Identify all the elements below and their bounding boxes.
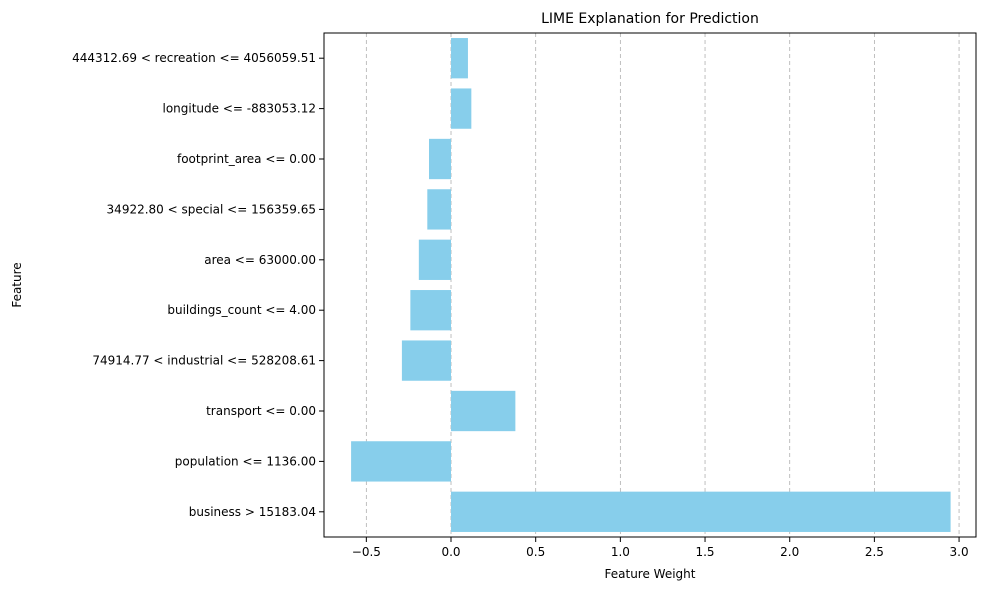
- bar-layer: [351, 38, 951, 532]
- y-tick-label: 34922.80 < special <= 156359.65: [107, 202, 316, 216]
- plot-frame: [323, 32, 977, 538]
- y-axis-label: Feature: [10, 262, 24, 307]
- x-tick-label: 1.5: [695, 545, 714, 559]
- y-tick-label: business > 15183.04: [189, 505, 316, 519]
- bar: [451, 88, 472, 129]
- y-tick-label: 444312.69 < recreation <= 4056059.51: [72, 51, 316, 65]
- bar: [451, 390, 516, 432]
- bar: [427, 189, 452, 230]
- y-tick-label: longitude <= -883053.12: [162, 102, 316, 116]
- bar: [451, 38, 468, 79]
- bar: [428, 138, 452, 180]
- x-tick-label: 2.0: [780, 545, 799, 559]
- y-tick-label: transport <= 0.00: [206, 404, 316, 418]
- y-tick-label: area <= 63000.00: [204, 253, 316, 267]
- y-tick-label: buildings_count <= 4.00: [167, 303, 316, 317]
- bar: [351, 441, 452, 482]
- x-tick-label: 3.0: [950, 545, 969, 559]
- x-axis-label: Feature Weight: [605, 567, 696, 581]
- x-axis: −0.5 0.0 0.5 1.0 1.5 2.0 2.5 3.0: [352, 537, 969, 559]
- x-tick-label: 1.0: [611, 545, 630, 559]
- y-axis: 444312.69 < recreation <= 4056059.51 long…: [72, 51, 324, 519]
- x-tick-label: −0.5: [352, 545, 381, 559]
- x-tick-label: 0.0: [441, 545, 460, 559]
- y-tick-label: 74914.77 < industrial <= 528208.61: [92, 354, 316, 368]
- chart-title: LIME Explanation for Prediction: [541, 11, 759, 27]
- x-tick-label: 2.5: [865, 545, 884, 559]
- bar: [410, 290, 452, 331]
- bar: [418, 239, 452, 280]
- bar: [401, 340, 452, 381]
- y-tick-label: population <= 1136.00: [175, 454, 316, 468]
- y-tick-label: footprint_area <= 0.00: [177, 152, 316, 166]
- x-tick-label: 0.5: [526, 545, 545, 559]
- bar: [451, 491, 951, 532]
